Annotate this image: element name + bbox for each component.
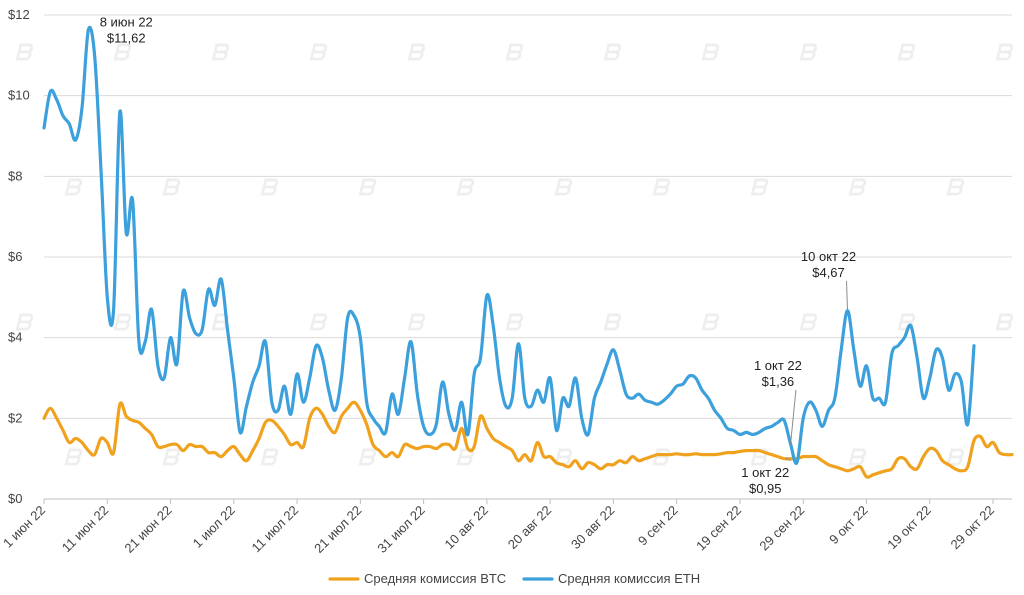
x-tick-label: 11 июл 22	[249, 503, 302, 556]
x-tick-label: 30 авг 22	[568, 503, 618, 553]
watermark-logo: ᗷ	[750, 175, 769, 200]
x-tick-label: 21 июн 22	[121, 503, 174, 556]
watermark-layer: ᗷ ᗷ ᗷ ᗷ ᗷ ᗷ ᗷ ᗷ ᗷ ᗷ ᗷᗷ ᗷ ᗷ ᗷ ᗷ ᗷ ᗷ ᗷ ᗷ ᗷᗷ ᗷ ᗷ ᗷ ᗷ ᗷ ᗷ ᗷ ᗷ ᗷ ᗷᗷ ᗷ ᗷ ᗷ ᗷ ᗷ ᗷ ᗷ…	[15, 40, 1014, 470]
x-tick-label: 20 авг 22	[505, 503, 555, 553]
watermark-logo: ᗷ	[799, 40, 818, 65]
annotation-value: $4,67	[812, 265, 845, 280]
watermark-logo: ᗷ	[603, 310, 622, 335]
watermark-logo: ᗷ	[897, 40, 916, 65]
y-tick-label: $4	[8, 330, 22, 345]
x-tick-label: 9 сен 22	[635, 503, 681, 549]
x-tick-label: 19 окт 22	[884, 503, 934, 553]
watermark-logo: ᗷ	[603, 40, 622, 65]
annotation-value: $0,95	[749, 481, 782, 496]
watermark-logo: ᗷ	[652, 175, 671, 200]
watermark-logo: ᗷ	[995, 40, 1014, 65]
y-tick-label: $0	[8, 491, 22, 506]
y-tick-label: $12	[8, 7, 30, 22]
x-tick-label: 29 окт 22	[948, 503, 998, 553]
watermark-logo: ᗷ	[358, 445, 377, 470]
watermark-logo: ᗷ	[309, 310, 328, 335]
annotation-leader-line	[846, 281, 849, 311]
annotation: 1 окт 22$0,95	[741, 457, 791, 496]
annotation-leader-line	[790, 389, 797, 445]
watermark-logo: ᗷ	[64, 175, 83, 200]
y-tick-label: $8	[8, 168, 22, 183]
watermark-logo: ᗷ	[260, 445, 279, 470]
annotation-value: $1,36	[762, 374, 795, 389]
watermark-logo: ᗷ	[701, 40, 720, 65]
annotation-date: 1 окт 22	[741, 465, 789, 480]
y-axis: $0 $2 $4 $6 $8 $10 $12	[8, 7, 30, 506]
watermark-logo: ᗷ	[407, 40, 426, 65]
x-axis: 1 июн 22 11 июн 22 21 июн 22 1 июл 22 11 июл…	[0, 498, 1012, 556]
watermark-logo: ᗷ	[995, 310, 1014, 335]
x-tick-label: 9 окт 22	[826, 503, 871, 548]
watermark-logo: ᗷ	[162, 175, 181, 200]
x-tick-label: 1 июн 22	[0, 503, 48, 551]
watermark-logo: ᗷ	[113, 310, 132, 335]
series-line-eth	[42, 25, 976, 466]
watermark-logo: ᗷ	[407, 310, 426, 335]
annotation-value: $11,62	[107, 30, 146, 45]
x-tick-label: 31 июл 22	[374, 503, 427, 556]
series-line-btc	[42, 400, 1014, 479]
watermark-logo: ᗷ	[456, 175, 475, 200]
watermark-logo: ᗷ	[946, 175, 965, 200]
y-tick-label: $2	[8, 410, 22, 425]
watermark-logo: ᗷ	[15, 310, 34, 335]
watermark-logo: ᗷ	[799, 310, 818, 335]
watermark-logo: ᗷ	[15, 40, 34, 65]
x-tick-label: 21 июл 22	[311, 503, 364, 556]
watermark-logo: ᗷ	[652, 445, 671, 470]
watermark-logo: ᗷ	[211, 40, 230, 65]
watermark-logo: ᗷ	[701, 310, 720, 335]
watermark-logo: ᗷ	[848, 175, 867, 200]
x-tick-label: 19 сен 22	[693, 503, 744, 554]
watermark-logo: ᗷ	[946, 445, 965, 470]
watermark-logo: ᗷ	[113, 40, 132, 65]
legend-label: Средняя комиссия ETH	[558, 571, 700, 586]
legend-label: Средняя комиссия BTC	[364, 571, 506, 586]
watermark-logo: ᗷ	[505, 310, 524, 335]
x-tick-label: 10 авг 22	[441, 503, 491, 553]
annotation-leader-line	[785, 457, 791, 462]
annotation: 8 июн 22$11,62	[86, 14, 153, 45]
x-tick-label: 11 июн 22	[59, 503, 112, 556]
annotation-date: 1 окт 22	[754, 358, 802, 373]
annotation-date: 10 окт 22	[801, 249, 856, 264]
watermark-logo: ᗷ	[505, 40, 524, 65]
x-tick-label: 29 сен 22	[756, 503, 807, 554]
annotation: 10 окт 22$4,67	[801, 249, 856, 311]
annotation-date: 8 июн 22	[100, 14, 153, 29]
y-tick-label: $10	[8, 88, 30, 103]
grid-lines	[44, 14, 1012, 500]
watermark-logo: ᗷ	[162, 445, 181, 470]
watermark-logo: ᗷ	[64, 445, 83, 470]
watermark-logo: ᗷ	[309, 40, 328, 65]
watermark-logo: ᗷ	[848, 445, 867, 470]
legend: Средняя комиссия BTC Средняя комиссия ETH	[328, 571, 700, 586]
annotation: 1 окт 22$1,36	[754, 358, 802, 445]
series-layer	[42, 25, 1014, 479]
watermark-logo: ᗷ	[358, 175, 377, 200]
watermark-logo: ᗷ	[554, 175, 573, 200]
x-tick-label: 1 июл 22	[190, 503, 238, 551]
y-tick-label: $6	[8, 249, 22, 264]
watermark-logo: ᗷ	[260, 175, 279, 200]
